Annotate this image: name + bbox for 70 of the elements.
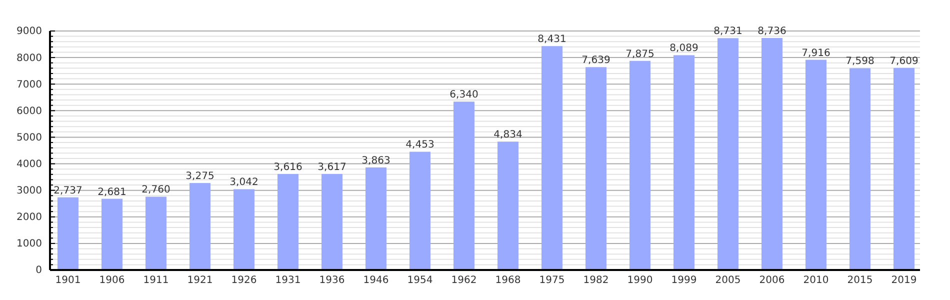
bar: [278, 174, 298, 270]
x-tick-label: 1946: [363, 275, 389, 286]
bar: [322, 174, 342, 270]
x-tick-label: 1936: [319, 275, 345, 286]
data-label: 4,834: [494, 130, 522, 141]
data-label: 3,863: [362, 155, 390, 166]
data-label: 4,453: [406, 140, 434, 151]
x-tick-label: 2005: [715, 275, 741, 286]
bar: [58, 197, 78, 270]
bar: [586, 67, 606, 270]
bar: [102, 198, 122, 270]
bar: [718, 38, 738, 270]
y-tick-label: 3000: [16, 186, 42, 197]
bar: [630, 60, 650, 270]
y-tick-label: 2000: [16, 212, 42, 224]
bar: [850, 68, 870, 270]
x-tick-label: 1926: [231, 275, 257, 286]
x-tick-label: 2019: [891, 275, 917, 286]
x-tick-label: 1999: [671, 275, 697, 286]
x-tick-label: 1962: [451, 275, 477, 286]
data-label: 3,042: [230, 177, 258, 188]
bar: [454, 102, 474, 270]
data-label: 3,275: [186, 171, 214, 182]
y-tick-label: 7000: [16, 79, 42, 90]
bar: [762, 38, 782, 270]
bar: [806, 60, 826, 270]
bar: [190, 183, 210, 270]
y-tick-label: 1000: [16, 238, 42, 250]
y-tick-label: 0: [36, 265, 42, 276]
y-tick-label: 4000: [16, 158, 42, 170]
data-label: 3,616: [274, 162, 302, 173]
y-tick-label: 5000: [16, 132, 42, 144]
data-label: 6,340: [450, 90, 478, 101]
bar: [366, 167, 386, 270]
data-label: 7,875: [626, 48, 654, 60]
data-label: 8,431: [538, 34, 566, 46]
x-tick-label: 1954: [407, 275, 433, 286]
data-label: 3,617: [318, 162, 346, 173]
bar: [498, 142, 518, 270]
bar: [542, 46, 562, 270]
data-label: 8,731: [714, 26, 742, 38]
data-label: 8,089: [670, 43, 698, 54]
data-label: 8,736: [758, 26, 786, 38]
bar: [234, 189, 254, 270]
data-label: 7,916: [802, 48, 830, 59]
x-tick-label: 1975: [539, 275, 565, 286]
y-tick-label: 6000: [16, 106, 42, 117]
bar: [674, 55, 694, 270]
x-tick-label: 2015: [847, 275, 873, 286]
x-tick-label: 2006: [759, 275, 785, 286]
data-label: 7,639: [582, 55, 610, 66]
x-tick-label: 1911: [143, 275, 169, 286]
x-tick-label: 1982: [583, 275, 609, 286]
data-label: 2,737: [54, 185, 82, 196]
bar: [894, 68, 914, 270]
x-tick-label: 2010: [803, 275, 829, 286]
x-tick-label: 1901: [55, 275, 81, 286]
x-tick-label: 1990: [627, 275, 653, 286]
x-tick-label: 1931: [275, 275, 301, 286]
x-tick-label: 1968: [495, 275, 521, 286]
data-label: 7,609: [890, 56, 918, 67]
x-tick-label: 1906: [99, 275, 125, 286]
y-tick-label: 9000: [16, 26, 42, 38]
y-tick-label: 8000: [16, 52, 42, 64]
bar: [146, 196, 166, 270]
bar: [410, 152, 430, 270]
x-tick-label: 1921: [187, 275, 213, 286]
data-label: 2,681: [98, 186, 126, 198]
data-label: 2,760: [142, 184, 170, 196]
data-label: 7,598: [846, 56, 874, 68]
